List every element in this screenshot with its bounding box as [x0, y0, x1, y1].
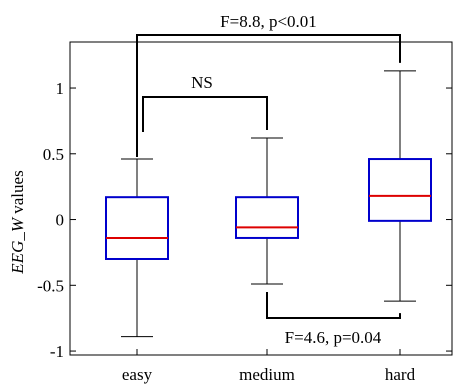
y-axis-label: EEG_W values: [8, 170, 27, 274]
bracket-label: F=4.6, p=0.04: [285, 328, 382, 347]
bracket-easy-hard: F=8.8, p<0.01: [136, 12, 401, 158]
bracket-label: F=8.8, p<0.01: [220, 12, 317, 31]
iqr-box: [368, 158, 432, 222]
axes: -1 -0.5 0 0.5 1 easy medium hard: [37, 41, 453, 384]
y-axis-label-suffix: values: [8, 170, 27, 218]
y-tick-label: 0.5: [43, 145, 64, 164]
plot-frame: [69, 41, 453, 356]
y-tick-label: -0.5: [37, 276, 64, 295]
y-tick-label: -1: [50, 342, 64, 361]
bracket-label: NS: [191, 73, 213, 92]
iqr-box: [235, 196, 299, 239]
box-easy: [105, 158, 169, 338]
significance-annotations: F=8.8, p<0.01 NS F=4.6, p=0.04: [136, 12, 401, 347]
x-tick-label: medium: [239, 365, 295, 384]
bracket-line: [142, 96, 268, 133]
iqr-box: [105, 196, 169, 260]
y-tick-label: 1: [56, 79, 65, 98]
y-axis-label-variable: EEG_W: [8, 216, 27, 275]
y-tick-label: 0: [56, 211, 65, 230]
box-hard: [368, 70, 432, 302]
x-tick-label: hard: [385, 365, 416, 384]
box-medium: [235, 137, 299, 285]
bracket-line: [266, 291, 401, 319]
bracket-line: [136, 34, 401, 158]
bracket-easy-medium: NS: [142, 73, 268, 133]
box-marks: [105, 70, 432, 338]
bracket-medium-hard: F=4.6, p=0.04: [266, 291, 401, 347]
x-tick-label: easy: [122, 365, 153, 384]
